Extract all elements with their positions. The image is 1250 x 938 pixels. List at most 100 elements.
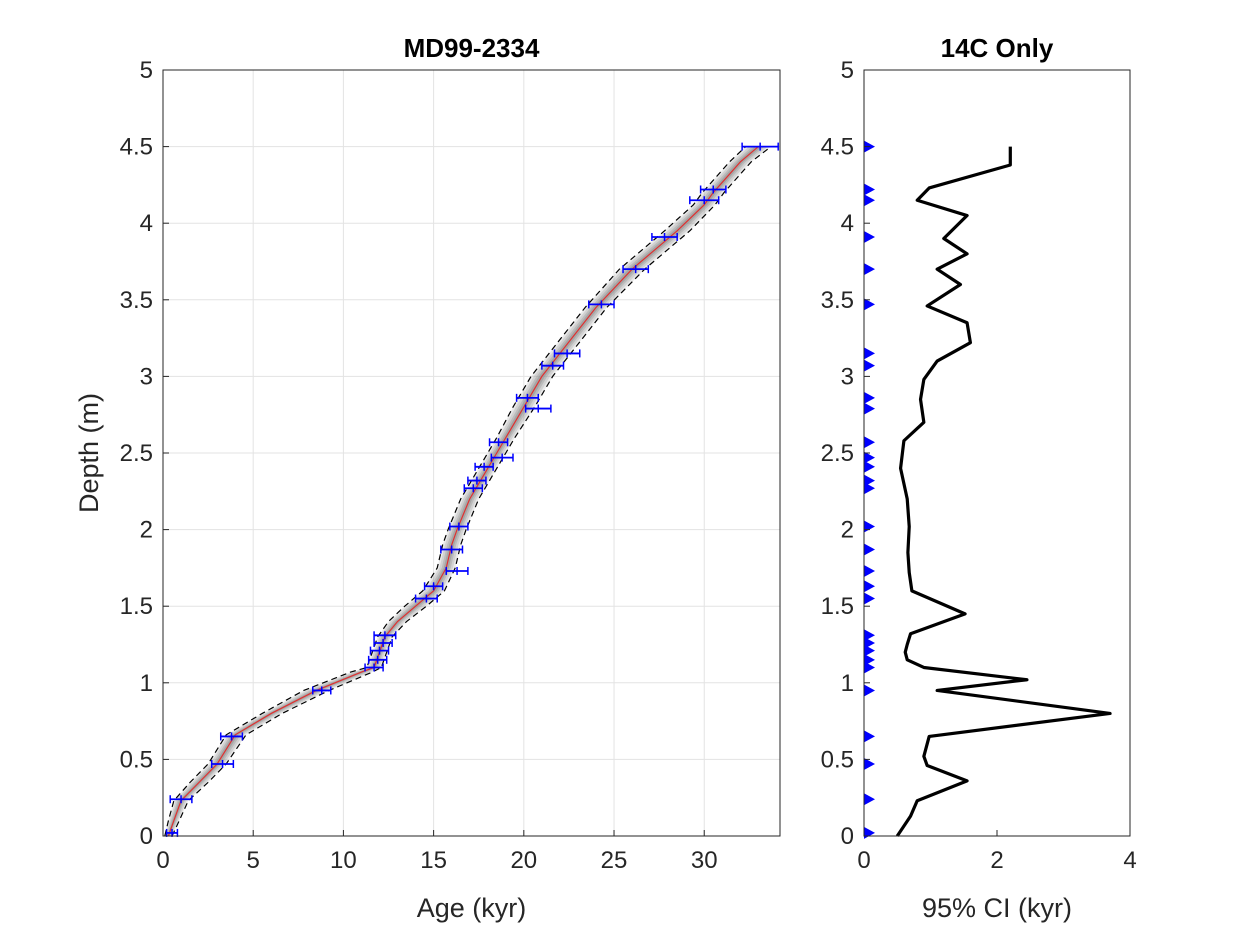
date-errorbar	[449, 522, 469, 531]
age-depth-dates	[165, 142, 779, 837]
date-depth-marker	[864, 730, 875, 743]
y-tick-label: 0.5	[120, 746, 153, 773]
y-tick-label: 3.5	[120, 287, 153, 314]
date-errorbar	[219, 732, 244, 741]
ensemble-band	[164, 146, 771, 837]
ci-width-line	[895, 146, 1112, 837]
date-errorbar	[369, 646, 390, 655]
x-tick-label: 20	[510, 847, 537, 874]
date-errorbar	[622, 265, 650, 274]
date-depth-marker	[864, 661, 875, 674]
median-age-line	[167, 146, 759, 837]
date-errorbar	[553, 349, 581, 358]
y-tick-label: 2	[140, 517, 153, 544]
y-tick-label: 3	[140, 363, 153, 390]
date-errorbar	[488, 438, 509, 447]
date-depth-marker	[864, 436, 875, 449]
date-depth-marker	[864, 230, 875, 243]
date-depth-marker	[864, 183, 875, 196]
date-errorbar	[423, 582, 444, 591]
y-tick-label: 4.5	[821, 134, 854, 161]
date-errorbar	[651, 232, 678, 241]
y-tick-label: 5	[140, 57, 153, 84]
date-errorbar	[463, 484, 484, 493]
ci-width-x-ticks: 0 2 4	[857, 830, 1137, 874]
y-tick-label: 4.5	[120, 134, 153, 161]
date-depth-marker	[864, 194, 875, 207]
date-depth-marker	[864, 391, 875, 404]
date-errorbar	[474, 462, 494, 471]
y-tick-label: 1	[140, 670, 153, 697]
date-errorbar	[364, 663, 384, 672]
date-depth-marker	[864, 636, 875, 649]
ci-width-date-markers	[864, 140, 875, 839]
date-errorbar	[414, 594, 438, 603]
date-depth-marker	[864, 644, 875, 657]
y-tick-label: 0.5	[821, 746, 854, 773]
age-depth-ci-bounds	[164, 146, 772, 837]
age-depth-x-ticks: 0 5 10 15 20 25 30	[156, 830, 718, 874]
date-depth-marker	[864, 564, 875, 577]
date-depth-marker	[864, 347, 875, 360]
date-depth-marker	[864, 580, 875, 593]
age-depth-ensemble-fan	[164, 146, 771, 837]
date-errorbar	[741, 142, 779, 151]
age-depth-title: MD99-2334	[404, 33, 540, 63]
y-tick-label: 2.5	[821, 440, 854, 467]
y-tick-label: 1.5	[120, 593, 153, 620]
date-errorbar	[440, 545, 464, 554]
y-tick-label: 3	[841, 363, 854, 390]
ci-lower-bound-line	[164, 146, 747, 837]
y-tick-label: 4	[140, 210, 153, 237]
date-depth-marker	[864, 298, 875, 311]
ci-width-title: 14C Only	[941, 33, 1054, 63]
y-tick-label: 0	[841, 823, 854, 850]
date-errorbar	[515, 393, 540, 402]
y-tick-label: 1.5	[821, 593, 854, 620]
ci-width-profile-line	[895, 146, 1112, 837]
date-errorbar	[210, 759, 235, 768]
date-errorbar	[367, 655, 388, 664]
date-depth-marker	[864, 263, 875, 276]
date-errorbar	[541, 361, 565, 370]
y-tick-label: 0	[140, 823, 153, 850]
y-tick-label: 2	[841, 517, 854, 544]
x-tick-label: 25	[601, 847, 628, 874]
date-depth-marker	[864, 474, 875, 487]
date-depth-marker	[864, 629, 875, 642]
ci-width-y-ticks: 0 0.5 1 1.5 2 2.5 3 3.5 4 4.5 5	[821, 57, 870, 850]
date-errorbar	[689, 196, 720, 205]
x-tick-label: 5	[247, 847, 260, 874]
y-tick-label: 2.5	[120, 440, 153, 467]
x-tick-label: 30	[691, 847, 718, 874]
date-depth-marker	[864, 451, 875, 464]
date-errorbar	[588, 300, 615, 309]
ci-upper-bound-line	[171, 146, 772, 837]
date-errorbar	[311, 686, 332, 695]
date-errorbar	[169, 795, 193, 804]
age-depth-median	[167, 146, 759, 837]
x-tick-label: 10	[330, 847, 357, 874]
date-depth-marker	[864, 793, 875, 806]
ci-width-plot-area	[864, 70, 1130, 836]
date-errorbar	[445, 566, 469, 575]
ci-width-x-label: 95% CI (kyr)	[922, 893, 1072, 923]
y-tick-label: 5	[841, 57, 854, 84]
y-tick-label: 4	[841, 210, 854, 237]
y-tick-label: 3.5	[821, 287, 854, 314]
date-errorbar	[467, 476, 487, 485]
ci-width-panel: 0 2 4 0 0.5 1 1.5 2 2.5 3 3.5 4 4.5 5 14C Only 95% C…	[821, 33, 1137, 923]
x-tick-label: 0	[857, 847, 870, 874]
date-depth-marker	[864, 684, 875, 697]
age-depth-y-label: Depth (m)	[74, 393, 104, 513]
age-depth-panel: 0 5 10 15 20 25 30 0 0.5 1 1.5 2 2.5 3 3.5 4 4.5 5 MD99-…	[74, 33, 781, 923]
x-tick-label: 0	[156, 847, 169, 874]
date-depth-marker	[864, 757, 875, 770]
date-depth-marker	[864, 482, 875, 495]
date-depth-marker	[864, 592, 875, 605]
age-depth-y-ticks: 0 0.5 1 1.5 2 2.5 3 3.5 4 4.5 5	[120, 57, 169, 850]
date-errorbar	[490, 453, 514, 462]
date-errorbar	[373, 631, 397, 640]
x-tick-label: 2	[990, 847, 1003, 874]
